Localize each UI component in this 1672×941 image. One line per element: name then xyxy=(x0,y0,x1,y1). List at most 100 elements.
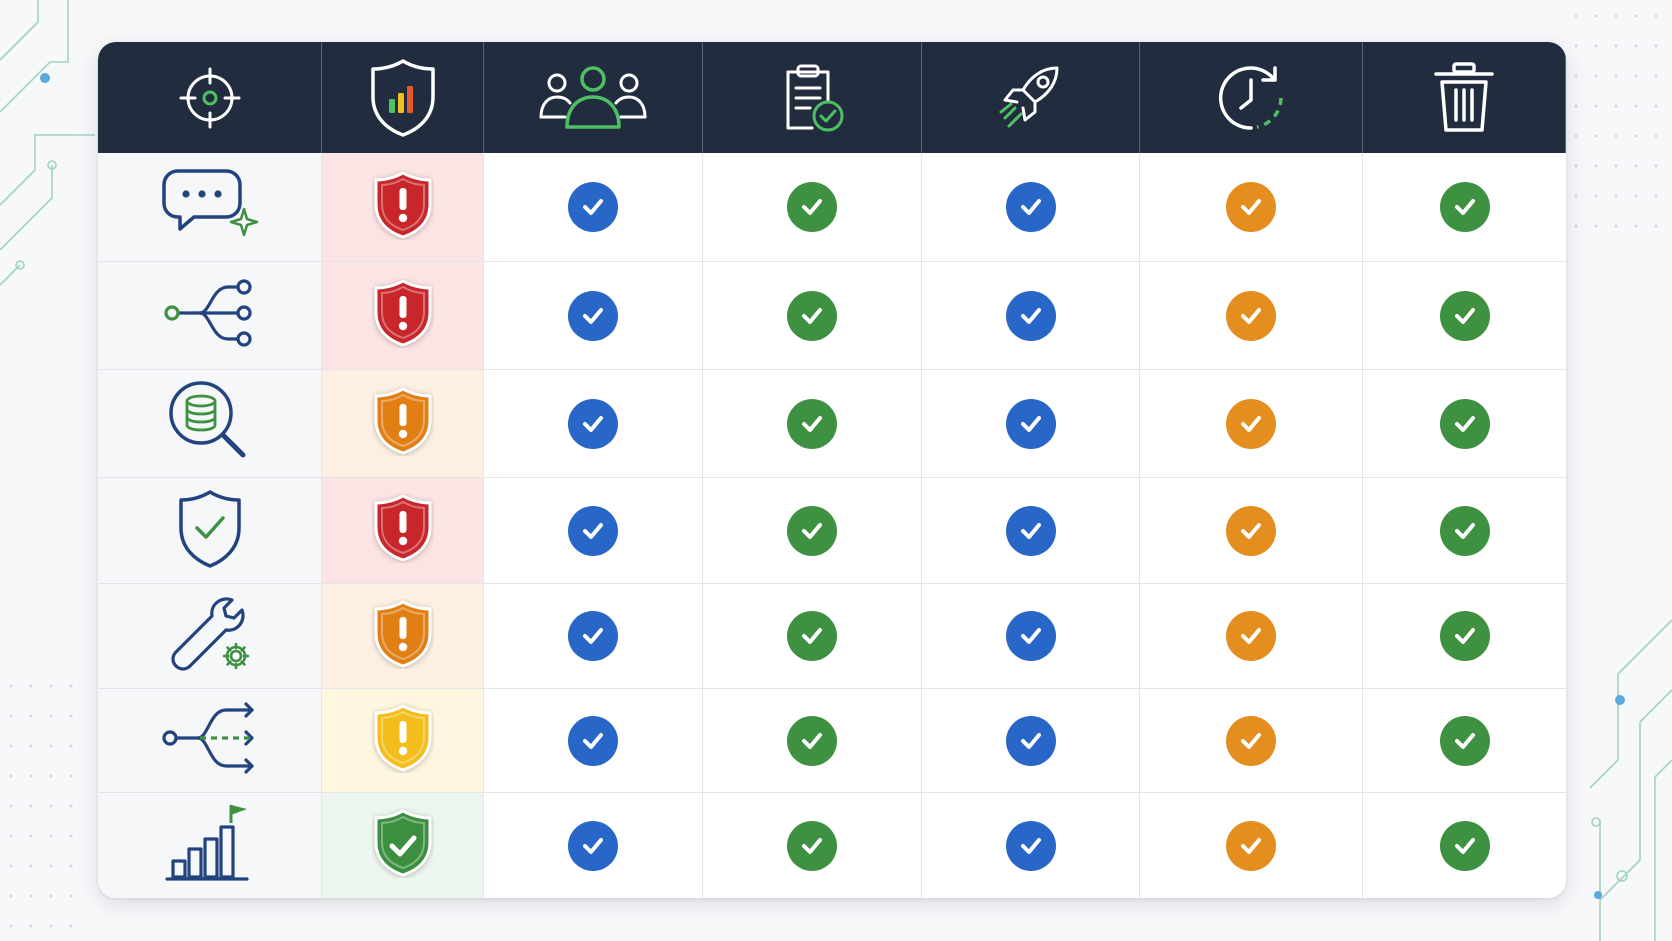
checkmark-circle-icon xyxy=(1005,715,1056,766)
row-label-cell xyxy=(98,153,322,262)
checkmark-circle-icon xyxy=(1226,611,1276,661)
status-cell xyxy=(703,793,922,898)
status-cell xyxy=(1363,793,1566,898)
status-cell xyxy=(1140,478,1363,584)
shield-alert-badge-icon xyxy=(372,493,434,568)
status-cell xyxy=(922,370,1140,478)
checkmark-circle-icon xyxy=(1439,505,1490,556)
risk-level-cell xyxy=(322,793,484,898)
header-compliance xyxy=(703,42,922,153)
risk-matrix-table xyxy=(98,42,1566,898)
header-team xyxy=(484,42,703,153)
shield-alert-badge-icon xyxy=(372,278,434,353)
status-cell xyxy=(1140,584,1363,689)
checkmark-circle-icon xyxy=(1005,505,1056,556)
status-cell xyxy=(1363,689,1566,793)
status-cell xyxy=(703,689,922,793)
status-cell xyxy=(1363,370,1566,478)
status-cell xyxy=(484,262,703,370)
checkmark-circle-icon xyxy=(1439,611,1490,661)
shield-check-icon xyxy=(175,488,245,573)
checkmark-circle-icon xyxy=(1005,820,1056,871)
status-cell xyxy=(1140,262,1363,370)
status-cell xyxy=(922,793,1140,898)
checkmark-circle-icon xyxy=(1439,820,1490,871)
risk-level-cell xyxy=(322,262,484,370)
database-search-icon xyxy=(165,379,255,468)
status-cell xyxy=(922,584,1140,689)
status-cell xyxy=(1140,793,1363,898)
checkmark-circle-icon xyxy=(568,290,618,341)
header-launch xyxy=(922,42,1140,153)
checkmark-circle-icon xyxy=(568,611,618,661)
status-cell xyxy=(1140,370,1363,478)
shield-bar-chart-icon xyxy=(370,58,435,137)
checkmark-circle-icon xyxy=(1439,290,1490,341)
status-cell xyxy=(1363,153,1566,262)
checkmark-circle-icon xyxy=(787,182,837,232)
status-cell xyxy=(703,584,922,689)
risk-level-cell xyxy=(322,478,484,584)
row-label-cell xyxy=(98,478,322,584)
checkmark-circle-icon xyxy=(1226,182,1276,232)
dot-grid-top-right xyxy=(1574,14,1658,228)
status-cell xyxy=(484,793,703,898)
checkmark-circle-icon xyxy=(568,820,618,871)
shield-alert-badge-icon xyxy=(372,703,434,778)
checkmark-circle-icon xyxy=(1226,290,1276,341)
checkmark-circle-icon xyxy=(568,398,618,449)
growth-chart-flag-icon xyxy=(164,801,255,890)
row-label-cell xyxy=(98,262,322,370)
status-cell xyxy=(703,153,922,262)
status-cell xyxy=(484,478,703,584)
checkmark-circle-icon xyxy=(1005,182,1056,232)
clipboard-check-icon xyxy=(786,64,844,131)
risk-level-cell xyxy=(322,584,484,689)
status-cell xyxy=(703,478,922,584)
status-cell xyxy=(484,153,703,262)
row-label-cell xyxy=(98,370,322,478)
checkmark-circle-icon xyxy=(787,611,837,661)
row-label-cell xyxy=(98,793,322,898)
checkmark-circle-icon xyxy=(787,820,837,871)
header-delete xyxy=(1363,42,1566,153)
checkmark-circle-icon xyxy=(1226,398,1276,449)
status-cell xyxy=(1140,153,1363,262)
split-arrows-icon xyxy=(160,698,260,783)
checkmark-circle-icon xyxy=(568,715,618,766)
status-cell xyxy=(1140,689,1363,793)
status-cell xyxy=(922,478,1140,584)
trash-can-icon xyxy=(1434,61,1494,132)
status-cell xyxy=(484,584,703,689)
checkmark-circle-icon xyxy=(1226,505,1276,556)
shield-alert-badge-icon xyxy=(372,599,434,674)
checkmark-circle-icon xyxy=(787,505,837,556)
status-cell xyxy=(484,689,703,793)
risk-level-cell xyxy=(322,689,484,793)
header-risk xyxy=(322,42,484,153)
status-cell xyxy=(484,370,703,478)
checkmark-circle-icon xyxy=(787,398,837,449)
dot-grid-bottom-left xyxy=(9,684,73,928)
checkmark-circle-icon xyxy=(1439,715,1490,766)
data-flow-branch-icon xyxy=(162,273,258,358)
checkmark-circle-icon xyxy=(1226,715,1276,766)
row-label-cell xyxy=(98,584,322,689)
target-crosshair-icon xyxy=(179,67,240,128)
shield-alert-badge-icon xyxy=(372,386,434,461)
checkmark-circle-icon xyxy=(787,715,837,766)
risk-level-cell xyxy=(322,370,484,478)
status-cell xyxy=(922,153,1140,262)
header-schedule xyxy=(1140,42,1363,153)
status-cell xyxy=(1363,262,1566,370)
checkmark-circle-icon xyxy=(1005,398,1056,449)
checkmark-circle-icon xyxy=(1005,290,1056,341)
status-cell xyxy=(1363,584,1566,689)
checkmark-circle-icon xyxy=(787,290,837,341)
checkmark-circle-icon xyxy=(1005,611,1056,661)
shield-alert-badge-icon xyxy=(372,170,434,245)
wrench-gear-icon xyxy=(162,592,258,681)
shield-check-badge-icon xyxy=(372,808,434,883)
checkmark-circle-icon xyxy=(568,505,618,556)
